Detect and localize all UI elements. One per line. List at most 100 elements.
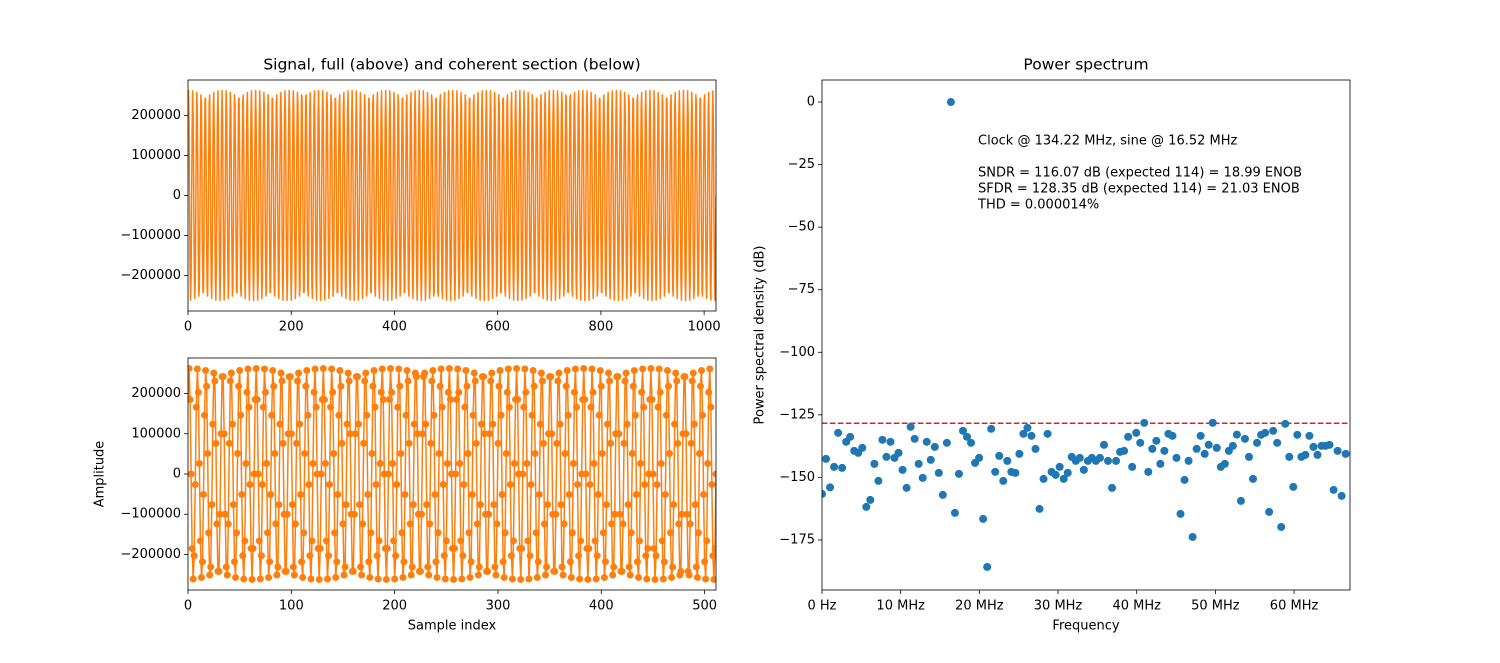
sample-marker xyxy=(477,420,485,428)
spectrum-point xyxy=(838,463,847,472)
sample-marker xyxy=(429,367,437,375)
sample-marker xyxy=(248,575,256,583)
sample-marker xyxy=(199,491,207,499)
spectrum-point xyxy=(1124,432,1133,441)
spectrum-point xyxy=(870,459,879,468)
sample-marker xyxy=(697,382,705,390)
sample-marker xyxy=(320,396,328,404)
spectrum-point xyxy=(958,426,967,435)
sample-marker xyxy=(343,420,351,428)
annotation: SNDR = 116.07 dB (expected 114) = 18.99 … xyxy=(978,166,1302,181)
sample-marker xyxy=(643,575,651,583)
sample-marker xyxy=(365,558,373,566)
x-tick-label: 0 xyxy=(184,320,192,335)
sample-marker xyxy=(221,510,229,518)
sample-marker xyxy=(590,460,598,468)
sample-marker xyxy=(393,480,401,488)
sample-marker xyxy=(215,567,223,575)
spectrum-point xyxy=(1172,453,1181,462)
sample-marker xyxy=(438,403,446,411)
x-tick-label: 10 MHz xyxy=(876,599,925,614)
sample-marker xyxy=(687,439,695,447)
x-tick-label: 40 MHz xyxy=(1112,599,1161,614)
sample-marker xyxy=(265,573,273,581)
sample-marker xyxy=(475,563,483,571)
sample-marker xyxy=(234,449,242,457)
y-axis-label: Power spectral density (dB) xyxy=(753,246,768,425)
sample-marker xyxy=(614,373,622,381)
sample-marker xyxy=(564,411,572,419)
sample-marker xyxy=(317,470,325,478)
sample-marker xyxy=(668,573,676,581)
sample-marker xyxy=(441,575,449,583)
sample-marker xyxy=(243,388,251,396)
sample-marker xyxy=(577,537,585,545)
x-tick-label: 200 xyxy=(382,599,407,614)
sample-marker xyxy=(443,460,451,468)
sample-marker xyxy=(600,573,608,581)
sample-marker xyxy=(712,470,716,478)
sample-marker xyxy=(229,501,237,509)
sample-marker xyxy=(376,460,384,468)
sample-marker xyxy=(558,563,566,571)
y-tick-label: −150 xyxy=(779,470,815,485)
sample-marker xyxy=(683,510,691,518)
spectrum-point xyxy=(1015,449,1024,458)
spectrum-point xyxy=(1337,491,1346,500)
sample-marker xyxy=(426,520,434,528)
spectrum-point xyxy=(1144,467,1153,476)
sample-marker xyxy=(434,529,442,537)
spectrum-point xyxy=(1160,446,1169,455)
spectrum-point xyxy=(1232,430,1241,439)
spectrum-point xyxy=(954,469,963,478)
sample-marker xyxy=(210,369,218,377)
sample-marker xyxy=(455,388,463,396)
spectrum-point xyxy=(1132,428,1141,437)
sample-marker xyxy=(325,552,333,560)
sample-marker xyxy=(337,382,345,390)
sample-marker xyxy=(387,365,395,373)
sample-marker xyxy=(322,537,330,545)
sample-marker xyxy=(647,365,655,373)
sample-marker xyxy=(472,439,480,447)
sample-marker xyxy=(238,491,246,499)
spectrum-point xyxy=(914,459,923,468)
sample-marker xyxy=(588,365,596,373)
spectrum-point xyxy=(886,437,895,446)
sample-marker xyxy=(310,388,318,396)
spectrum-point xyxy=(922,437,931,446)
sample-marker xyxy=(465,529,473,537)
spectrum-point xyxy=(1059,474,1068,483)
sample-marker xyxy=(464,449,472,457)
sample-marker xyxy=(616,510,624,518)
axes-frame xyxy=(821,79,1351,591)
sample-marker xyxy=(636,537,644,545)
sample-marker xyxy=(704,460,712,468)
sample-marker xyxy=(291,520,299,528)
sample-marker xyxy=(625,563,633,571)
sample-marker xyxy=(468,491,476,499)
sample-marker xyxy=(424,563,432,571)
sample-marker xyxy=(620,439,628,447)
sample-marker xyxy=(651,575,659,583)
sample-marker xyxy=(213,520,221,528)
sample-marker xyxy=(677,567,685,575)
sample-marker xyxy=(522,388,530,396)
sample-marker xyxy=(649,470,657,478)
sample-marker xyxy=(230,558,238,566)
sample-marker xyxy=(377,388,385,396)
sample-marker xyxy=(409,501,417,509)
sample-marker xyxy=(450,575,458,583)
sample-marker xyxy=(615,430,623,438)
sample-marker xyxy=(418,510,426,518)
sample-marker xyxy=(469,411,477,419)
x-tick-label: 30 MHz xyxy=(1034,599,1083,614)
sample-marker xyxy=(407,571,415,579)
spectrum-point xyxy=(1152,436,1161,445)
spectrum-point xyxy=(1140,418,1149,427)
sample-marker xyxy=(220,430,228,438)
sample-marker xyxy=(657,460,665,468)
y-tick-label: 200000 xyxy=(131,386,181,401)
y-tick-label: 0 xyxy=(173,188,181,203)
